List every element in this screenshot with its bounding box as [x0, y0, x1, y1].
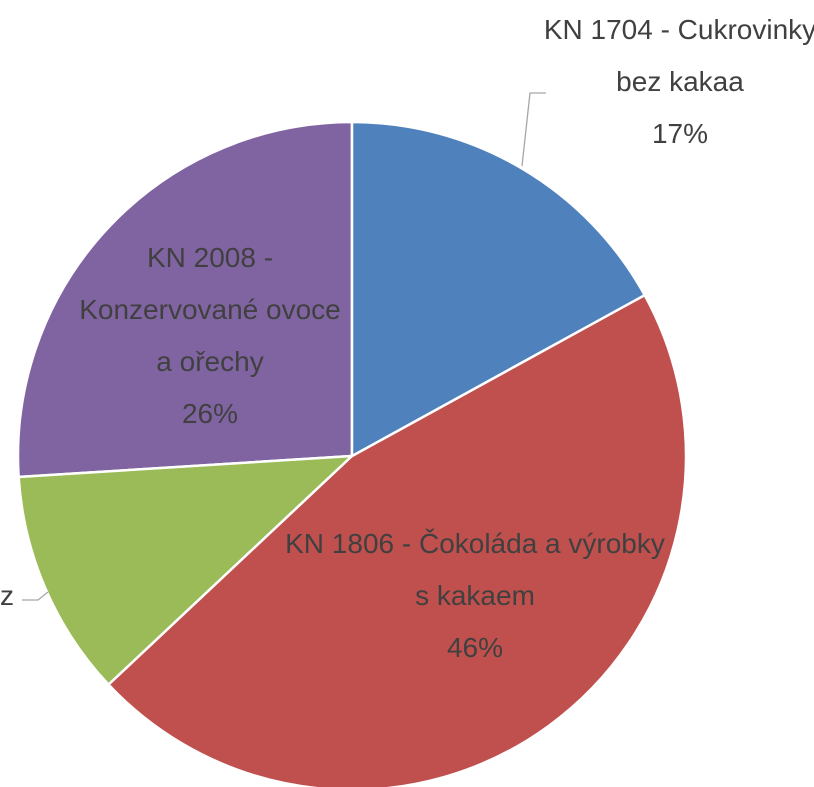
pie-slice [106, 293, 688, 787]
slice-label: KN 1806 - Čokoláda a výrobky s kakaem 46% [285, 518, 665, 674]
slice-label: KN 2008 - Konzervované ovoce a ořechy 26% [70, 232, 350, 440]
slice-label: KN 1704 - Cukrovinky bez kakaa 17% [535, 4, 814, 160]
pie-slice [350, 120, 647, 459]
pie-slice [17, 454, 356, 687]
category-name: z [0, 580, 14, 611]
category-name: KN 1806 - Čokoláda a výrobky s kakaem [285, 528, 665, 611]
pie-slice [16, 120, 354, 479]
percent-label: 46% [446, 632, 504, 663]
category-name: KN 1704 - Cukrovinky bez kakaa [543, 14, 814, 97]
percent-label: 26% [181, 398, 239, 429]
percent-label: 17% [651, 118, 709, 149]
leader-line [521, 92, 546, 167]
category-name: KN 2008 - Konzervované ovoce a ořechy [79, 242, 341, 377]
leader-line [22, 591, 49, 601]
slice-label: z [0, 570, 14, 622]
